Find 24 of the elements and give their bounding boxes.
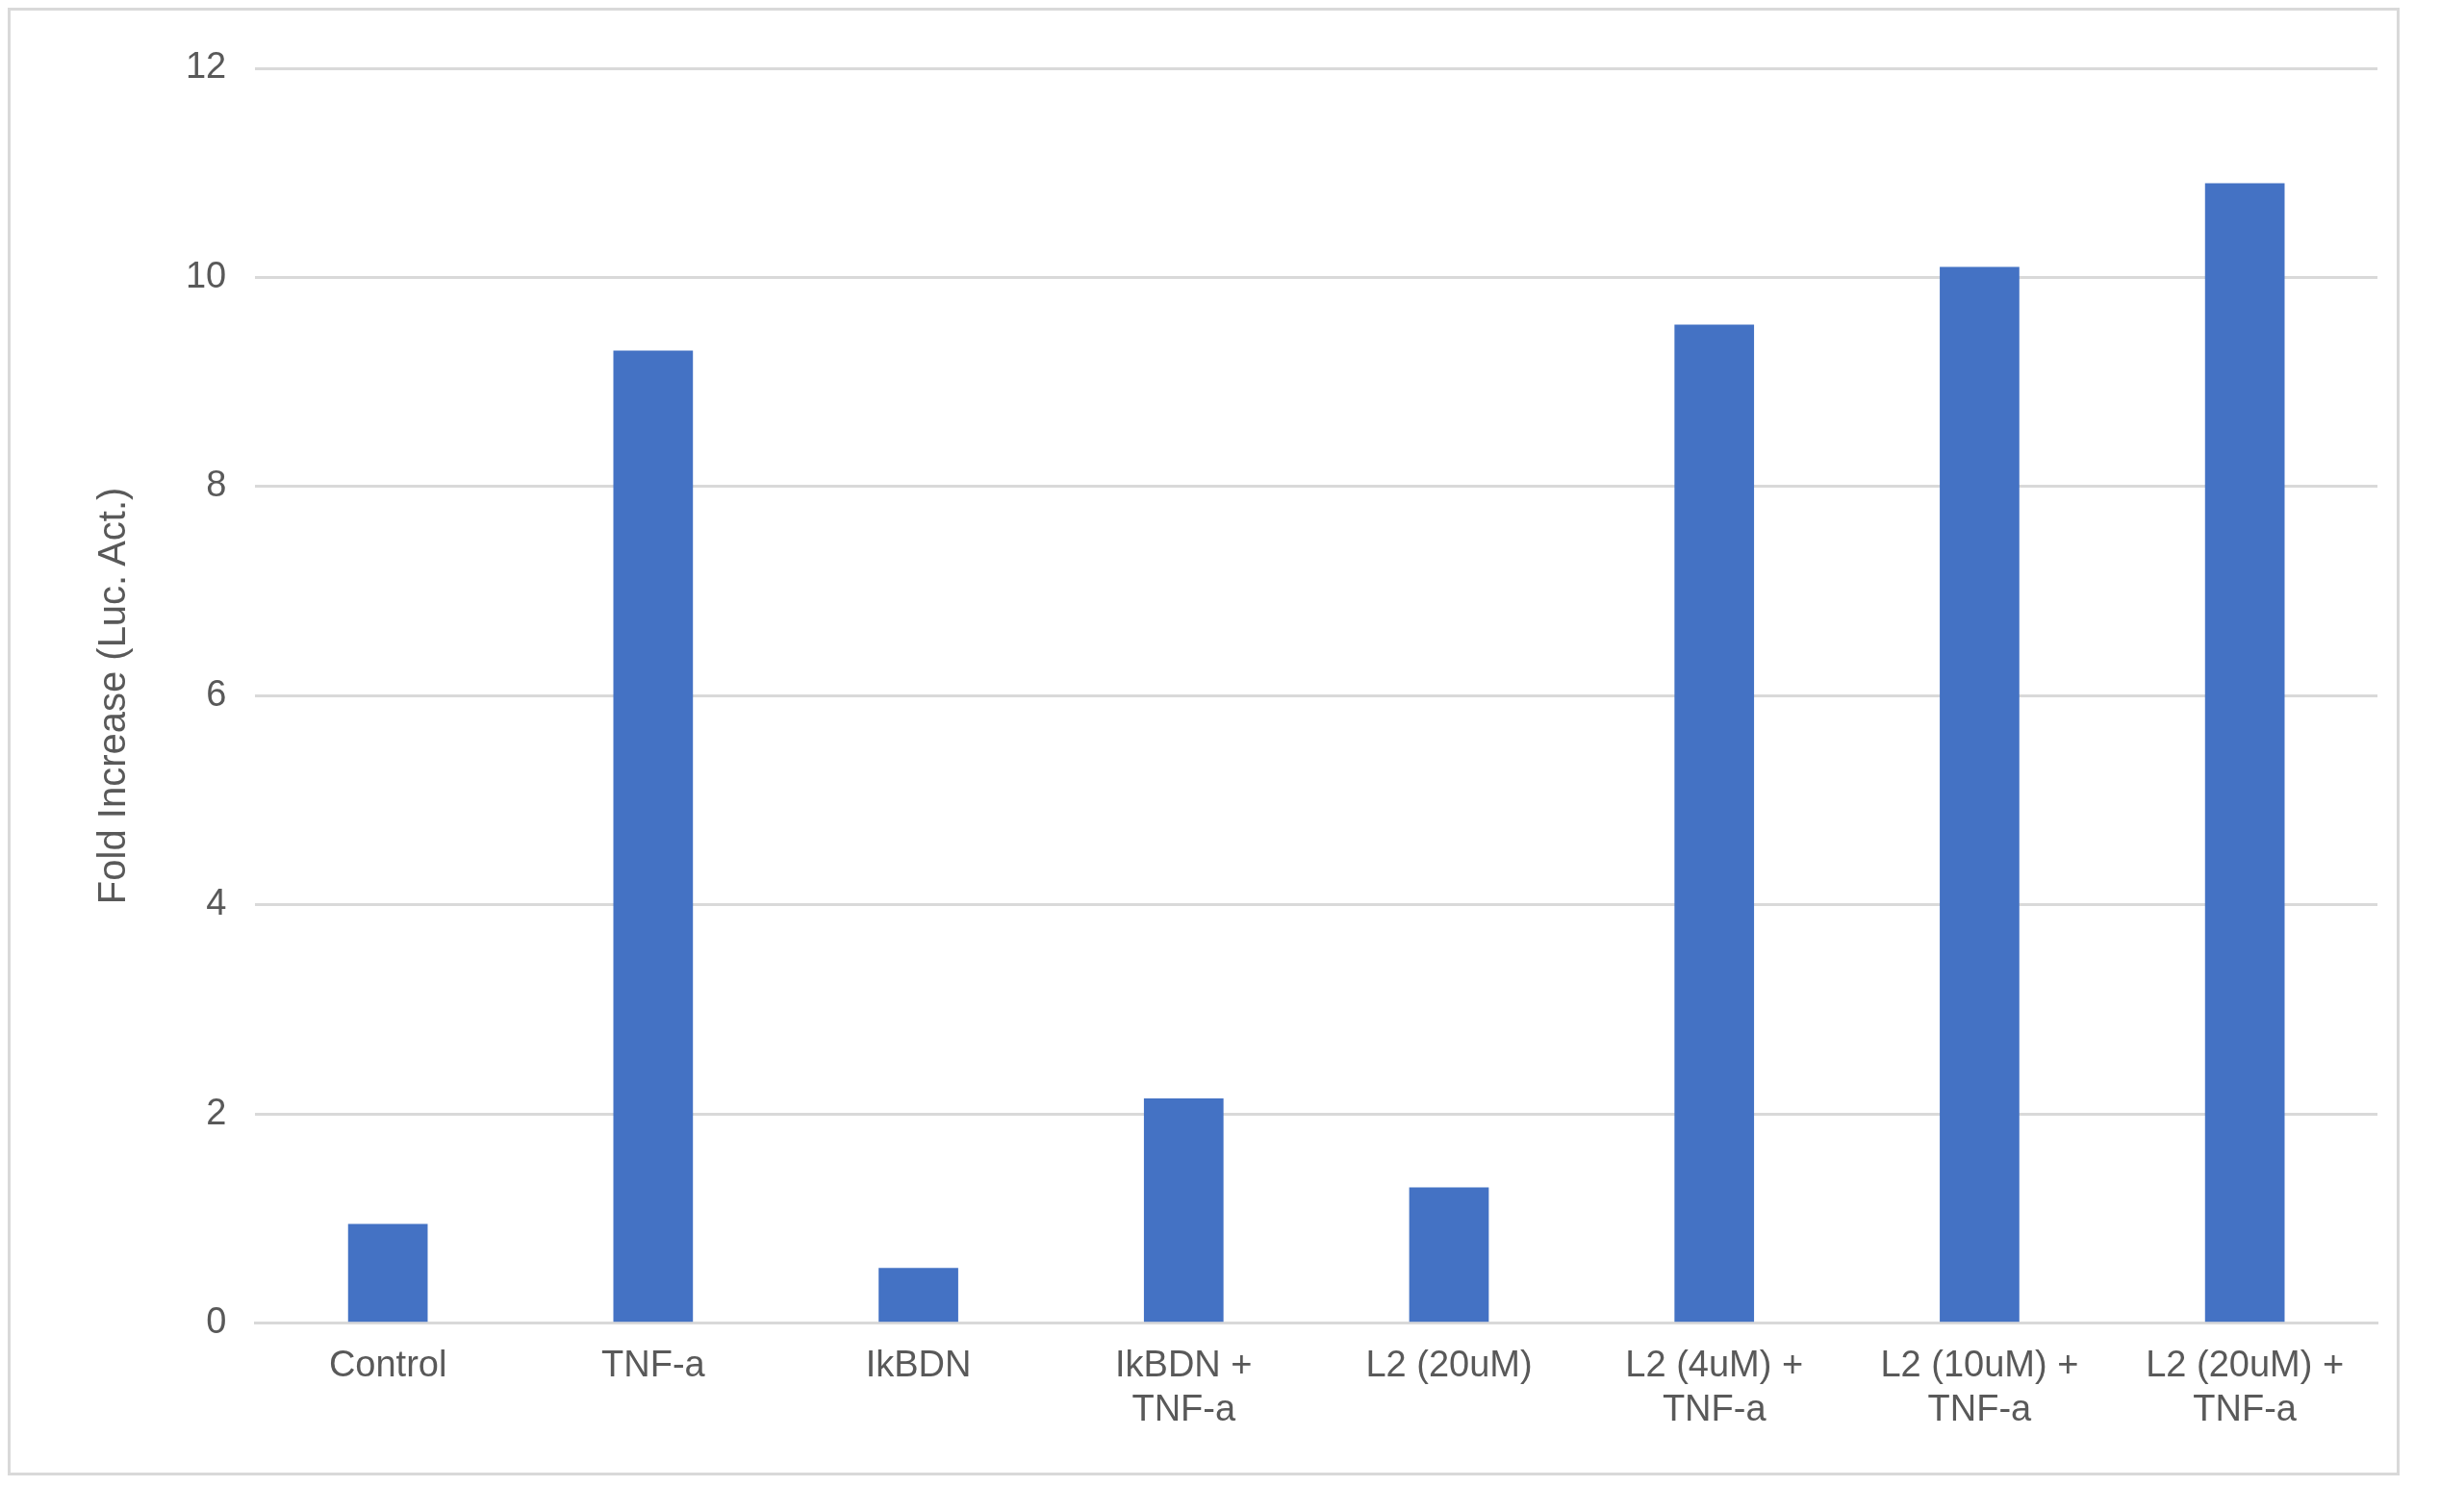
- x-tick-label: L2 (20uM) + TNF-a: [2146, 1344, 2345, 1428]
- bar: [2204, 183, 2285, 1323]
- y-axis-title: Fold Increase (Luc. Act.): [90, 487, 134, 905]
- x-tick-label: L2 (20uM): [1365, 1344, 1533, 1385]
- bar: [1143, 1098, 1224, 1323]
- y-tick-label: 2: [206, 1091, 227, 1132]
- x-tick-label: L2 (10uM) + TNF-a: [1880, 1344, 2079, 1428]
- y-tick-label: 12: [185, 45, 227, 87]
- y-tick-label: 8: [206, 464, 227, 505]
- bar: [613, 350, 694, 1323]
- x-tick-label: IkBDN: [865, 1344, 972, 1385]
- bar: [1674, 324, 1755, 1323]
- x-tick-label: L2 (4uM) + TNF-a: [1625, 1344, 1804, 1428]
- x-tick-label: TNF-a: [601, 1344, 706, 1385]
- x-tick-label: IkBDN + TNF-a: [1115, 1344, 1253, 1428]
- x-tick-label: Control: [328, 1344, 447, 1385]
- bar: [1940, 266, 2020, 1323]
- y-tick-label: 6: [206, 672, 227, 714]
- bar: [878, 1268, 958, 1323]
- y-tick-label: 0: [206, 1300, 227, 1342]
- y-tick-label: 10: [185, 254, 227, 295]
- y-tick-label: 4: [206, 882, 227, 923]
- bar: [347, 1223, 428, 1323]
- bar: [1409, 1187, 1489, 1323]
